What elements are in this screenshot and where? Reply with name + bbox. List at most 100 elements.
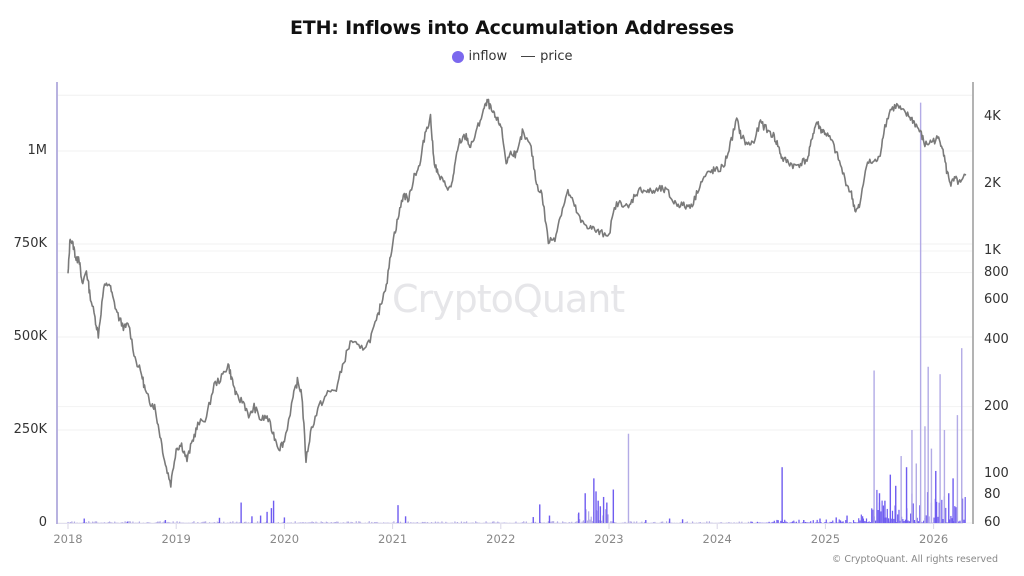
inflow-bar (856, 522, 859, 523)
inflow-bar (785, 521, 787, 523)
inflow-bar (750, 521, 752, 523)
inflow-bar (203, 521, 205, 523)
inflow-bar (110, 522, 112, 523)
inflow-bar (859, 520, 861, 523)
inflow-bar (351, 522, 353, 523)
inflow-bar (303, 522, 305, 524)
inflow-bar (860, 514, 862, 523)
inflow-bar (842, 521, 844, 523)
inflow-bar (668, 518, 671, 523)
inflow-bar (68, 522, 70, 524)
inflow-bar (951, 518, 953, 523)
inflow-bar (471, 522, 473, 524)
inflow-bar (641, 521, 643, 523)
inflow-bar (497, 521, 499, 523)
inflow-bar (812, 520, 814, 523)
inflow-bar (121, 522, 124, 523)
inflow-bar (324, 522, 326, 524)
inflow-bar (910, 513, 912, 523)
inflow-bar (671, 522, 673, 524)
inflow-bar (693, 522, 695, 524)
inflow-bar (277, 522, 279, 523)
inflow-bar (952, 478, 954, 523)
inflow-bar (571, 521, 573, 523)
inflow-bar (263, 522, 265, 524)
inflow-bar (638, 522, 640, 524)
legend-item-price[interactable]: price (521, 49, 573, 64)
right-y-tick-label: 200 (984, 398, 1009, 414)
inflow-bar (343, 522, 346, 524)
inflow-bar (412, 522, 414, 524)
inflow-bar (652, 522, 655, 523)
inflow-bar (564, 522, 566, 523)
inflow-bar (565, 522, 568, 524)
inflow-bar (237, 522, 239, 524)
inflow-bar (436, 522, 438, 524)
inflow-bar (393, 521, 395, 523)
inflow-bar (584, 493, 586, 523)
inflow-bar (795, 521, 798, 523)
inflow-bar (136, 522, 138, 524)
inflow-bar (611, 521, 613, 523)
inflow-bar (621, 522, 624, 524)
inflow-bar (733, 522, 735, 523)
inflow-bar (575, 521, 577, 523)
inflow-bar (472, 522, 474, 523)
inflow-bar (234, 522, 237, 524)
left-y-tick-label: 1M (27, 143, 48, 158)
inflow-bar (777, 520, 779, 523)
inflow-bar (875, 520, 877, 523)
inflow-bar (149, 522, 151, 523)
inflow-bar (142, 522, 144, 524)
inflow-bar (376, 521, 378, 523)
inflow-bar (532, 517, 534, 523)
inflow-bar (506, 522, 508, 524)
inflow-bar (520, 522, 522, 524)
inflow-bar (699, 522, 701, 523)
inflow-bar (493, 521, 495, 523)
inflow-bar (942, 519, 944, 523)
inflow-bar (904, 519, 907, 523)
legend-item-inflow[interactable]: inflow (451, 49, 507, 64)
inflow-bar (580, 522, 582, 524)
x-tick-label: 2023 (594, 532, 624, 546)
inflow-bar (530, 522, 533, 523)
inflow-bar (782, 521, 785, 523)
inflow-bar (846, 515, 848, 523)
inflow-bar (476, 522, 478, 523)
inflow-bar (182, 522, 185, 524)
inflow-bar (595, 491, 597, 523)
inflow-bar (454, 521, 456, 523)
inflow-bar (455, 522, 457, 524)
inflow-bar (900, 456, 902, 523)
inflow-bar (790, 522, 792, 523)
inflow-bar (238, 522, 240, 523)
inflow-bar (205, 521, 207, 523)
inflow-bar (386, 522, 389, 524)
inflow-bar (898, 509, 900, 523)
inflow-bar (794, 522, 796, 524)
inflow-bar (93, 522, 95, 523)
inflow-bar (350, 521, 352, 523)
inflow-dot-icon (451, 50, 464, 63)
inflow-bar (410, 522, 412, 523)
inflow-bar (71, 521, 73, 523)
inflow-bar (867, 522, 869, 523)
inflow-bar (392, 522, 394, 524)
inflow-bar (359, 521, 361, 523)
inflow-bar (494, 522, 496, 524)
inflow-bar (111, 522, 113, 524)
inflow-bar (116, 522, 118, 524)
inflow-bar (373, 522, 376, 523)
inflow-bar (401, 522, 403, 524)
inflow-bar (903, 520, 905, 523)
inflow-bar (938, 502, 940, 523)
left-y-tick-label: 750K (13, 236, 47, 251)
inflow-bar (305, 522, 307, 523)
inflow-bar (95, 521, 98, 523)
inflow-bar (543, 522, 546, 524)
inflow-bar (820, 522, 822, 523)
inflow-bar (346, 521, 348, 523)
inflow-bar (845, 520, 847, 523)
